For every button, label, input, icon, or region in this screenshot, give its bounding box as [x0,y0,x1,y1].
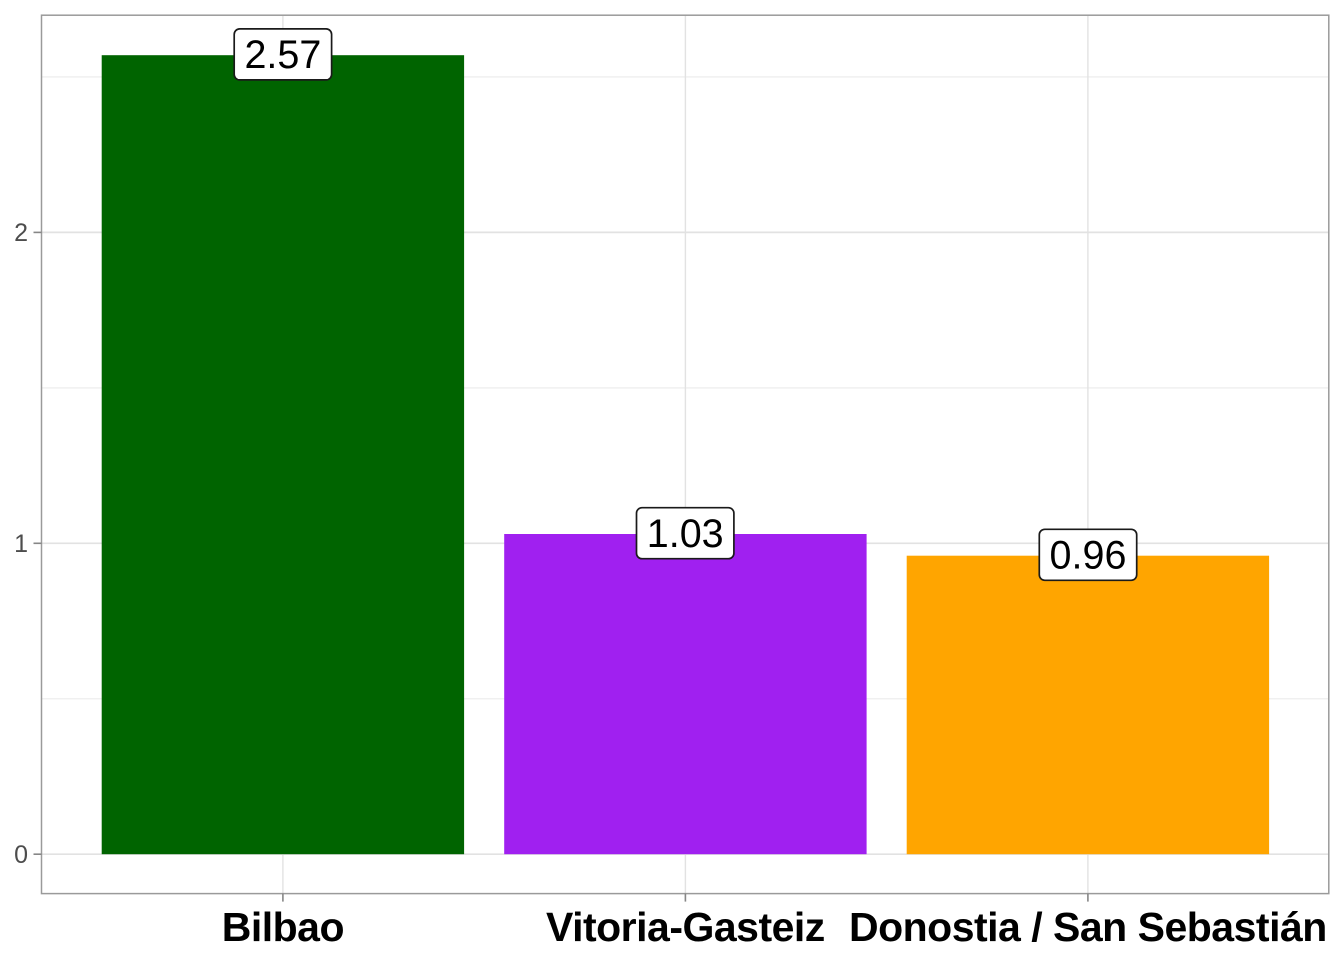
svg-text:Bilbao: Bilbao [222,904,344,950]
svg-text:2: 2 [14,219,28,247]
svg-text:1: 1 [14,530,28,558]
svg-text:Donostia / San Sebastián: Donostia / San Sebastián [849,904,1327,950]
svg-text:Vitoria-Gasteiz: Vitoria-Gasteiz [546,904,825,950]
svg-text:1.03: 1.03 [647,512,724,556]
svg-text:0.96: 0.96 [1050,534,1127,578]
svg-text:2.57: 2.57 [244,33,321,77]
svg-text:0: 0 [14,841,28,869]
